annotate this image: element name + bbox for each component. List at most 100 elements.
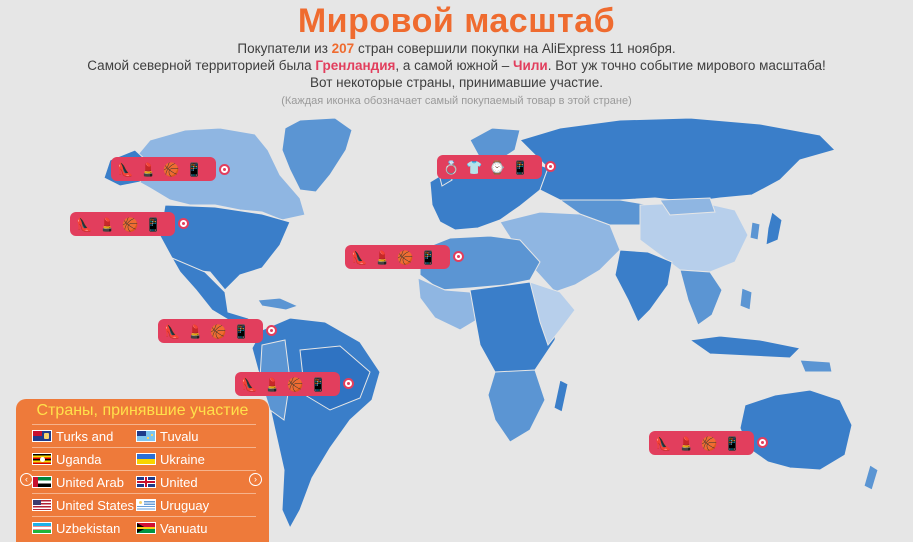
- country-name: United States: [56, 497, 135, 513]
- map-australia: [739, 389, 853, 471]
- flag-uzbekistan-icon: [32, 522, 52, 534]
- map-russia: [519, 117, 836, 206]
- ring-icon: 💍: [443, 159, 460, 175]
- next-page-button[interactable]: ›: [249, 473, 262, 486]
- location-dot[interactable]: [343, 378, 354, 389]
- intro-line-3: Вот некоторые страны, принимавшие участи…: [310, 75, 603, 90]
- pin-central-america[interactable]: 👠 💄 🏀 📱: [158, 319, 263, 343]
- tshirt-icon: 👕: [466, 159, 483, 175]
- map-africa-west: [417, 277, 481, 331]
- list-item: Uzbekistan Vanuatu: [32, 516, 256, 539]
- lipstick-icon: 💄: [140, 161, 157, 177]
- high-heel-icon: 👠: [164, 323, 181, 339]
- lipstick-icon: 💄: [187, 323, 204, 339]
- lipstick-icon: 💄: [264, 376, 281, 392]
- intro-text: , а самой южной –: [395, 58, 514, 73]
- country-item[interactable]: Uganda: [32, 448, 136, 470]
- phone-icon: 📱: [233, 323, 250, 339]
- lipstick-icon: 💄: [99, 216, 116, 232]
- flag-us-icon: [32, 499, 52, 511]
- country-item[interactable]: Ukraine: [136, 448, 240, 470]
- phone-icon: 📱: [145, 216, 162, 232]
- map-canada: [131, 127, 306, 221]
- country-name: Uruguay: [160, 497, 210, 513]
- location-dot[interactable]: [219, 164, 230, 175]
- map-usa: [159, 204, 291, 291]
- lipstick-icon: 💄: [678, 435, 695, 451]
- basketball-icon: 🏀: [163, 161, 180, 177]
- map-africa-south: [487, 369, 546, 443]
- country-name: Turks and: [56, 428, 114, 444]
- map-madagascar: [553, 379, 569, 413]
- phone-icon: 📱: [724, 435, 741, 451]
- country-name: Uganda: [56, 451, 102, 467]
- intro-text: Самой северной территорией была: [87, 58, 316, 73]
- northern-country: Гренландия: [315, 58, 396, 73]
- countries-list: Turks and Tuvalu Uganda Ukraine: [32, 424, 256, 539]
- map-greenland: [281, 117, 353, 193]
- pin-spain[interactable]: 👠 💄 🏀 📱: [345, 245, 450, 269]
- high-heel-icon: 👠: [117, 161, 134, 177]
- watch-icon: ⌚: [489, 159, 506, 175]
- country-name: Uzbekistan: [56, 520, 121, 536]
- intro-line-2: Самой северной территорией была Гренланд…: [0, 58, 913, 74]
- intro-text: . Вот уж точно событие мирового масштаба…: [547, 58, 826, 73]
- high-heel-icon: 👠: [655, 435, 672, 451]
- high-heel-icon: 👠: [351, 249, 368, 265]
- country-name: Vanuatu: [160, 520, 208, 536]
- map-africa-east: [529, 281, 576, 347]
- map-china: [639, 201, 749, 273]
- location-dot[interactable]: [178, 218, 189, 229]
- map-india: [614, 249, 673, 323]
- basketball-icon: 🏀: [701, 435, 718, 451]
- country-item[interactable]: Uruguay: [136, 494, 240, 516]
- country-item[interactable]: United: [136, 471, 240, 493]
- phone-icon: 📱: [420, 249, 437, 265]
- list-item: United States Uruguay: [32, 493, 256, 516]
- flag-vanuatu-icon: [136, 522, 156, 534]
- location-dot[interactable]: [453, 251, 464, 262]
- intro-text: Покупатели из: [237, 41, 332, 56]
- intro-line-1: Покупатели из 207 стран совершили покупк…: [0, 41, 913, 57]
- countries-panel-title: Страны, принявшие участие: [36, 402, 249, 419]
- country-item[interactable]: Tuvalu: [136, 425, 240, 447]
- map-japan: [765, 211, 783, 246]
- country-name: Ukraine: [160, 451, 205, 467]
- phone-icon: 📱: [186, 161, 203, 177]
- map-philippines: [739, 287, 753, 311]
- list-item: Uganda Ukraine: [32, 447, 256, 470]
- country-item[interactable]: United States: [32, 494, 136, 516]
- pin-australia[interactable]: 👠 💄 🏀 📱: [649, 431, 754, 455]
- map-papua: [799, 359, 833, 373]
- flag-uae-icon: [32, 476, 52, 488]
- list-item: Turks and Tuvalu: [32, 424, 256, 447]
- country-item[interactable]: Turks and: [32, 425, 136, 447]
- country-count: 207: [331, 41, 355, 56]
- page-title: Мировой масштаб: [297, 2, 616, 40]
- flag-uruguay-icon: [136, 499, 156, 511]
- country-item[interactable]: Uzbekistan: [32, 517, 136, 539]
- pin-russia[interactable]: 💍 👕 ⌚ 📱: [437, 155, 542, 179]
- pin-north-america-north[interactable]: 👠 💄 🏀 📱: [111, 157, 216, 181]
- pin-usa[interactable]: 👠 💄 🏀 📱: [70, 212, 175, 236]
- country-name: Tuvalu: [160, 428, 199, 444]
- location-dot[interactable]: [266, 325, 277, 336]
- map-caribbean: [257, 297, 300, 311]
- phone-icon: 📱: [512, 159, 529, 175]
- country-item[interactable]: Vanuatu: [136, 517, 240, 539]
- map-se-asia: [679, 269, 723, 326]
- intro-text: стран совершили покупки на AliExpress 11…: [354, 41, 676, 56]
- map-indonesia: [688, 335, 802, 359]
- phone-icon: 📱: [310, 376, 327, 392]
- basketball-icon: 🏀: [287, 376, 304, 392]
- southern-country: Чили: [513, 58, 548, 73]
- location-dot[interactable]: [757, 437, 768, 448]
- country-name: United Arab: [56, 474, 124, 490]
- country-item[interactable]: United Arab: [32, 471, 136, 493]
- list-item: United Arab United: [32, 470, 256, 493]
- pin-brazil[interactable]: 👠 💄 🏀 📱: [235, 372, 340, 396]
- flag-turks-icon: [32, 430, 52, 442]
- location-dot[interactable]: [545, 161, 556, 172]
- basketball-icon: 🏀: [397, 249, 414, 265]
